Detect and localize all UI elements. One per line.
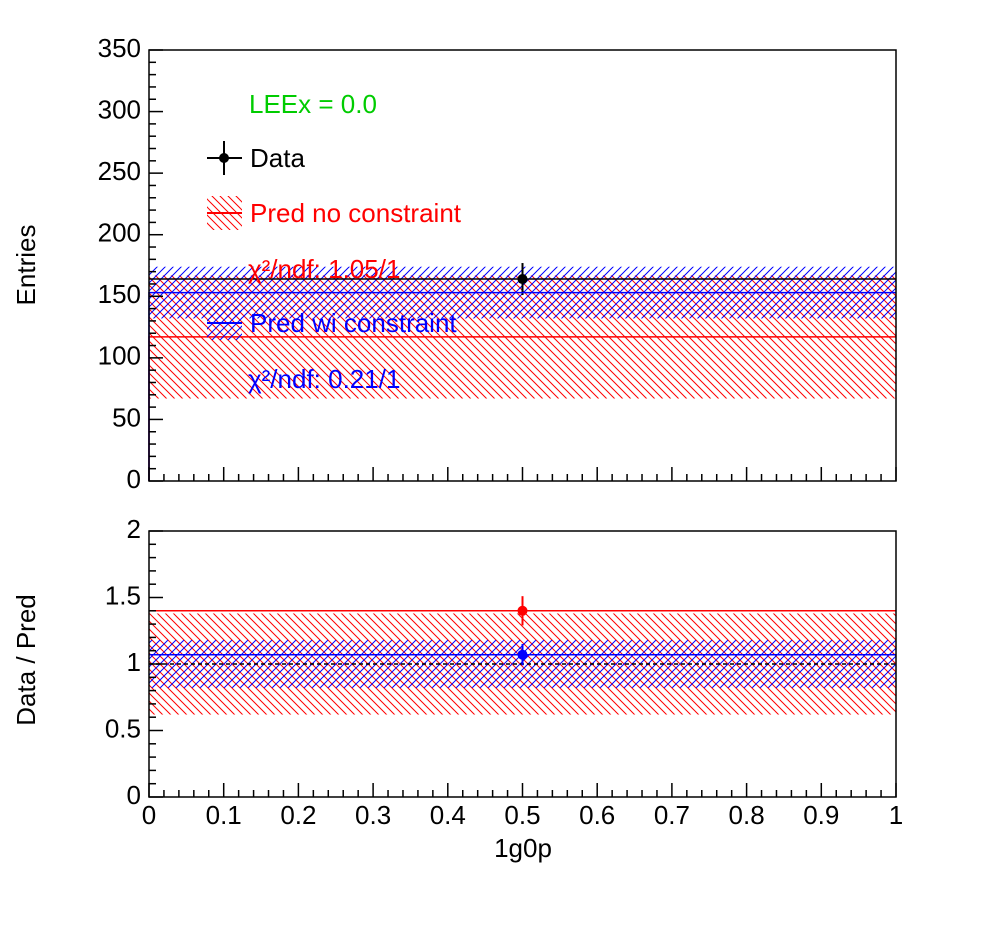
y-tick-label: 1 — [127, 647, 141, 677]
y-axis-label: Entries — [11, 225, 41, 306]
legend-label: Pred no constraint — [250, 198, 462, 228]
legend-label: Pred wi constraint — [250, 308, 457, 338]
y-tick-label: 2 — [127, 514, 141, 544]
x-tick-label: 0.2 — [280, 800, 316, 830]
x-tick-label: 0.1 — [206, 800, 242, 830]
legend-marker — [219, 153, 229, 163]
y-tick-label: 300 — [98, 94, 141, 124]
x-tick-label: 0.9 — [803, 800, 839, 830]
y-tick-label: 100 — [98, 341, 141, 371]
x-tick-label: 0.8 — [729, 800, 765, 830]
y-tick-label: 0 — [127, 464, 141, 494]
chi2-label: χ²/ndf: 0.21/1 — [248, 364, 400, 394]
x-axis-label: 1g0p — [494, 833, 552, 863]
legend-label: Data — [250, 143, 305, 173]
data-point — [517, 274, 528, 285]
y-tick-label: 250 — [98, 156, 141, 186]
x-tick-label: 1 — [889, 800, 903, 830]
x-tick-label: 0.7 — [654, 800, 690, 830]
data-point — [517, 605, 528, 616]
y-tick-label: 0 — [127, 780, 141, 810]
x-tick-label: 0.4 — [430, 800, 466, 830]
y-tick-label: 150 — [98, 279, 141, 309]
x-tick-label: 0.6 — [579, 800, 615, 830]
x-tick-label: 0 — [142, 800, 156, 830]
y-tick-label: 1.5 — [105, 580, 141, 610]
y-tick-label: 350 — [98, 33, 141, 63]
annotation: LEEx = 0.0 — [249, 89, 377, 119]
x-tick-label: 0.3 — [355, 800, 391, 830]
y-tick-label: 0.5 — [105, 713, 141, 743]
x-tick-label: 0.5 — [504, 800, 540, 830]
chi2-label: χ²/ndf: 1.05/1 — [248, 254, 400, 284]
y-axis-label: Data / Pred — [11, 594, 41, 726]
y-tick-label: 200 — [98, 218, 141, 248]
y-tick-label: 50 — [112, 402, 141, 432]
data-point — [517, 649, 528, 660]
